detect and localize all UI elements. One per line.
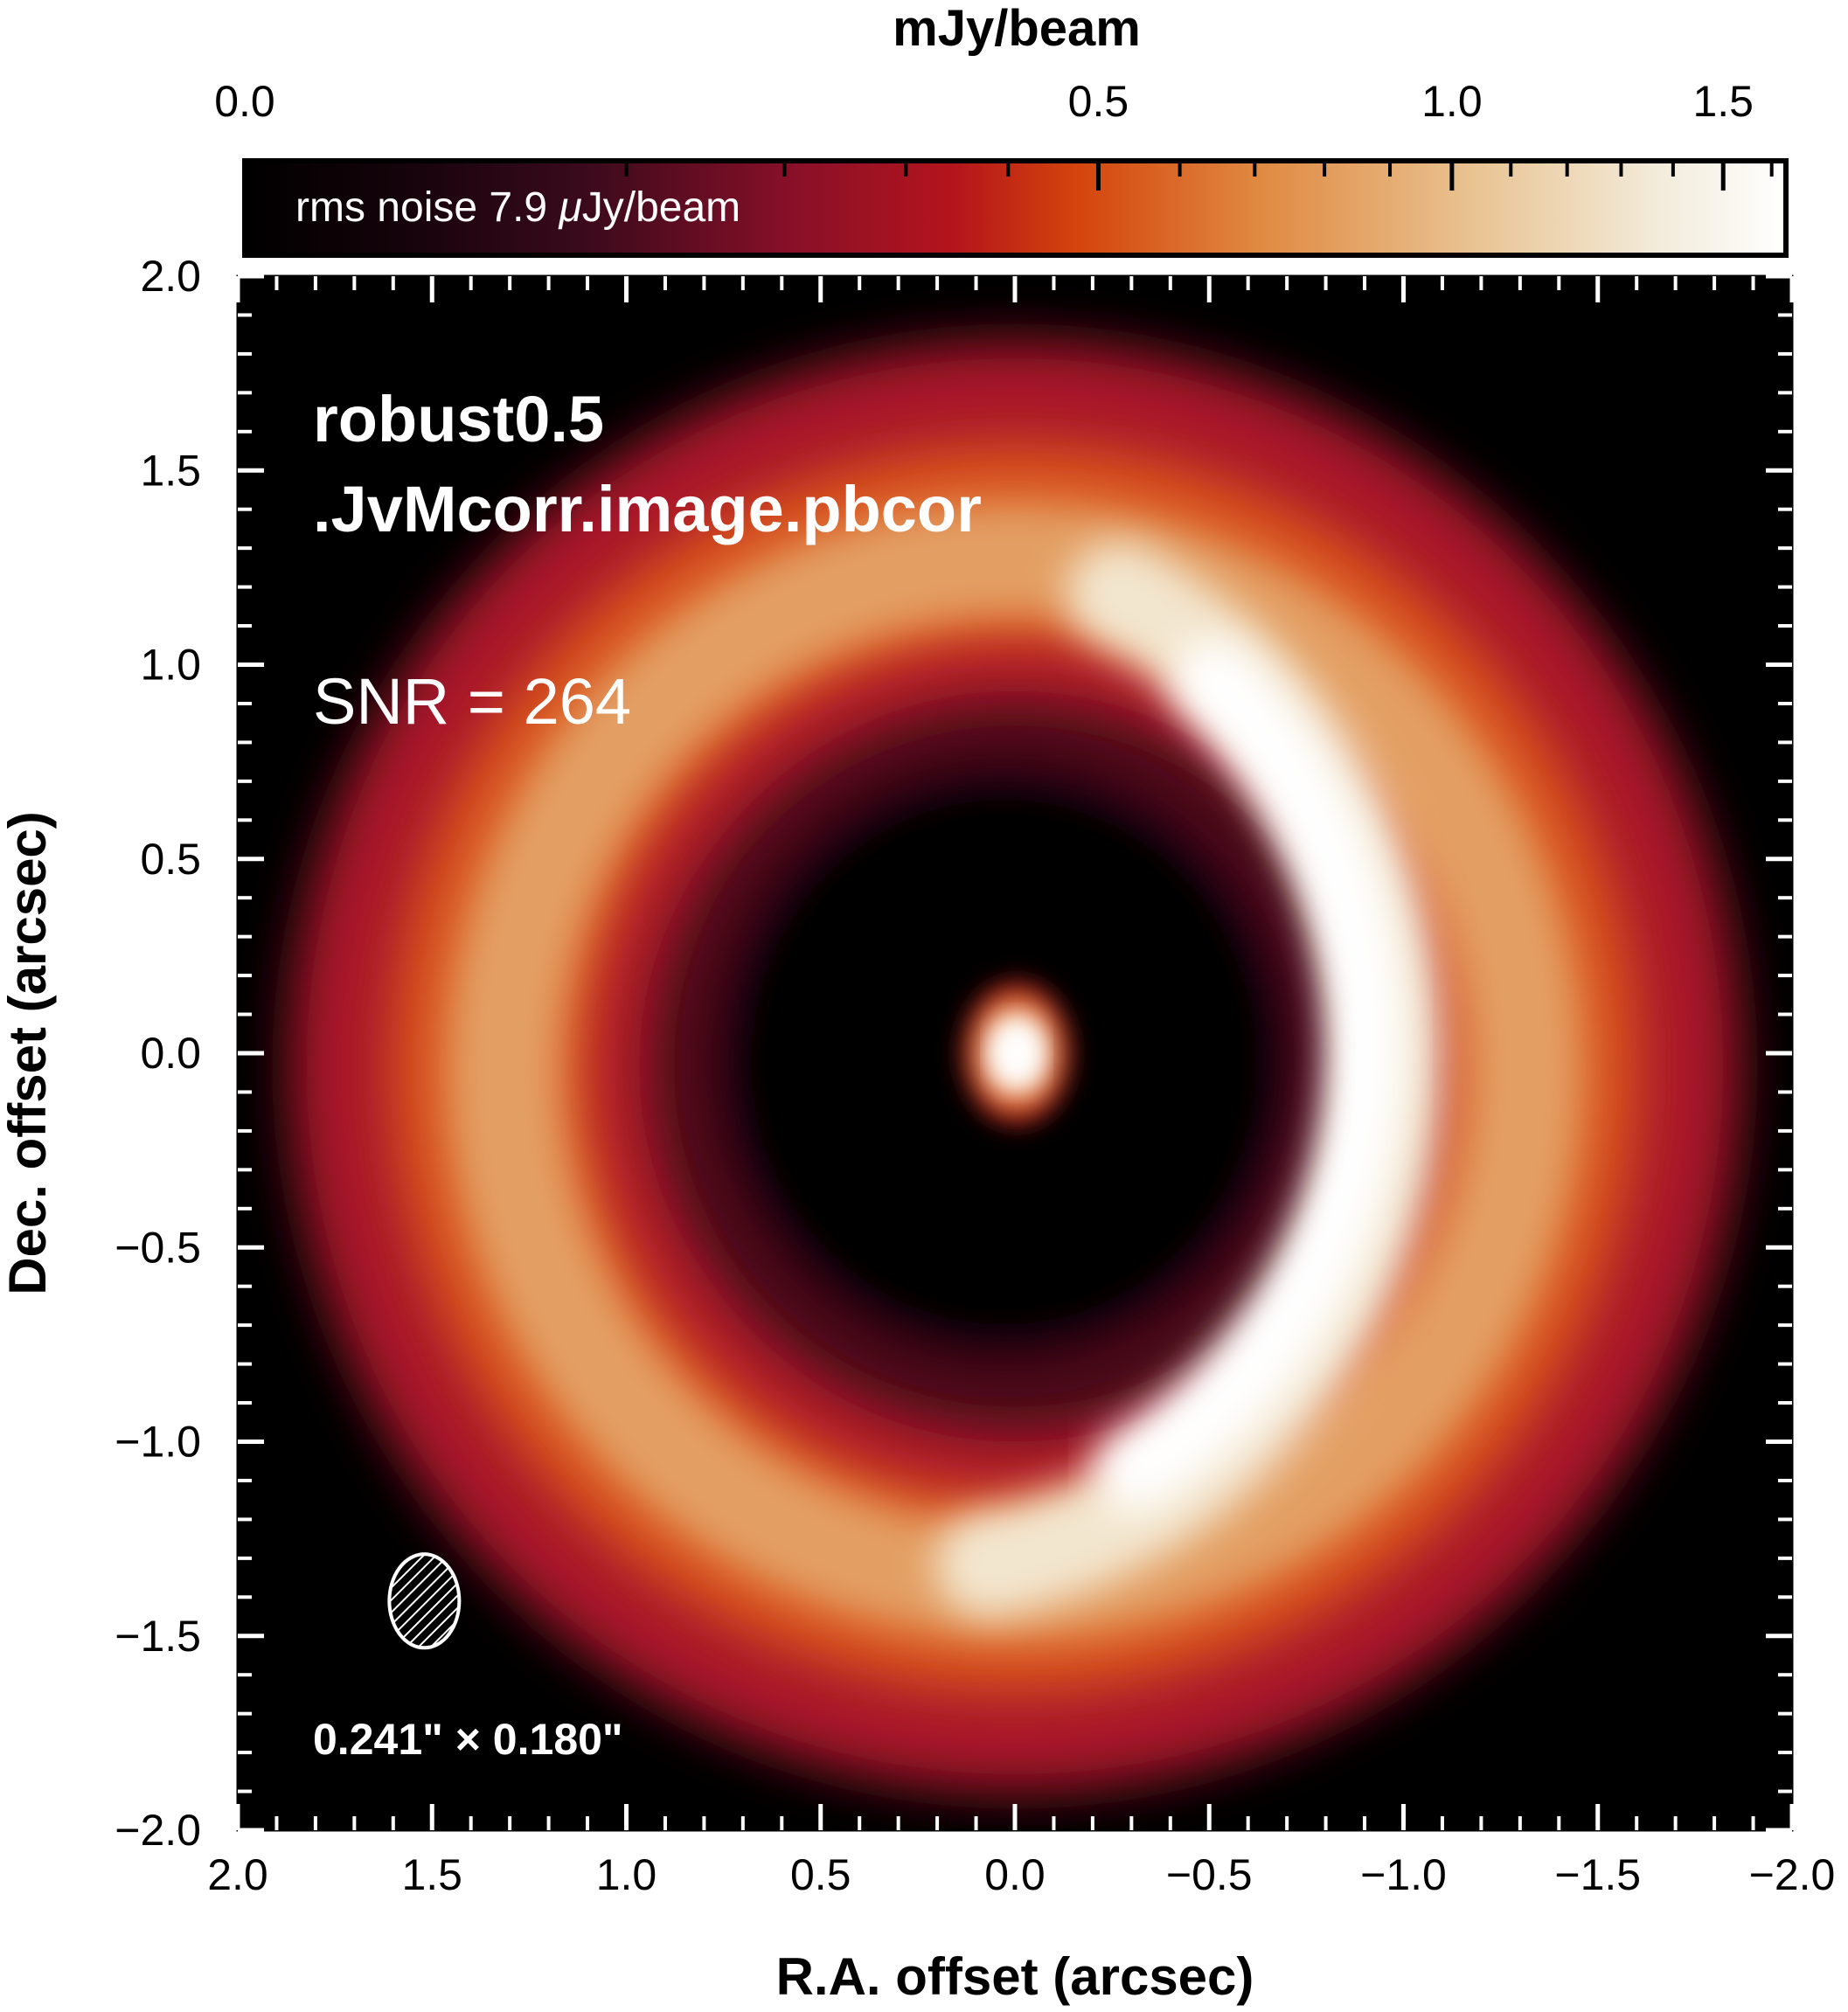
x-tick-label: −1.0 <box>1360 1850 1447 1899</box>
emission-map <box>263 323 1767 1792</box>
y-tick-label: −1.5 <box>115 1612 201 1661</box>
axis-ticks <box>235 274 1795 1833</box>
central-source-peak <box>994 1022 1039 1085</box>
colorbar-bar <box>242 158 1789 258</box>
colorbar-label: mJy/beam <box>893 0 1141 57</box>
y-tick-label: 2.0 <box>140 252 201 301</box>
y-tick-label: 1.0 <box>140 641 201 690</box>
y-tick-label: −1.0 <box>115 1418 201 1467</box>
colorbar-tick-labels: 0.0 0.5 1.0 1.5 <box>214 77 1754 126</box>
snr-label: SNR = 264 <box>313 665 631 738</box>
x-tick-label: −0.5 <box>1166 1850 1253 1899</box>
colorbar-note-prefix: rms noise 7.9 <box>295 184 559 231</box>
y-tick-label: −0.5 <box>115 1223 201 1272</box>
colorbar-note: rms noise 7.9 μJy/beam <box>295 184 740 231</box>
image-panel: robust0.5 .JvMcorr.image.pbcor SNR = 264… <box>115 252 1835 1899</box>
x-tick-label: 0.5 <box>790 1850 851 1899</box>
beam-ellipse <box>387 1552 462 1650</box>
colorbar-tick-label: 1.5 <box>1692 77 1754 126</box>
x-tick-label: 1.5 <box>401 1850 462 1899</box>
x-tick-label: −1.5 <box>1554 1850 1641 1899</box>
beam-size-label: 0.241" × 0.180" <box>313 1715 623 1764</box>
ring-peak-crescent <box>1094 640 1407 1510</box>
y-tick-label: 0.0 <box>140 1029 201 1078</box>
y-tick-labels: 2.0 1.5 1.0 0.5 0.0 −0.5 −1.0 −1.5 −2.0 <box>115 252 201 1855</box>
colorbar-tick-label: 0.5 <box>1068 77 1129 126</box>
colorbar-tick-label: 1.0 <box>1421 77 1483 126</box>
colorbar-tick-label: 0.0 <box>214 77 275 126</box>
image-name-line1: robust0.5 <box>313 383 604 455</box>
x-axis-label: R.A. offset (arcsec) <box>776 1947 1254 2006</box>
image-name-line2: .JvMcorr.image.pbcor <box>313 473 982 545</box>
y-tick-label: −2.0 <box>115 1806 201 1855</box>
x-tick-label: 2.0 <box>207 1850 268 1899</box>
y-tick-label: 1.5 <box>140 446 201 495</box>
x-tick-label: −2.0 <box>1749 1850 1836 1899</box>
x-tick-label: 0.0 <box>984 1850 1046 1899</box>
colorbar-note-suffix: Jy/beam <box>582 184 740 231</box>
colorbar-ticks <box>624 161 1774 191</box>
x-tick-labels: 2.0 1.5 1.0 0.5 0.0 −0.5 −1.0 −1.5 −2.0 <box>207 1850 1835 1899</box>
y-axis-label: Dec. offset (arcsec) <box>0 811 57 1295</box>
y-tick-label: 0.5 <box>140 835 201 884</box>
colorbar-note-mu: μ <box>557 184 581 231</box>
colorbar: mJy/beam 0.0 0.5 1.0 1.5 rms noise 7.9 μJy/… <box>214 0 1789 258</box>
x-tick-label: 1.0 <box>596 1850 657 1899</box>
